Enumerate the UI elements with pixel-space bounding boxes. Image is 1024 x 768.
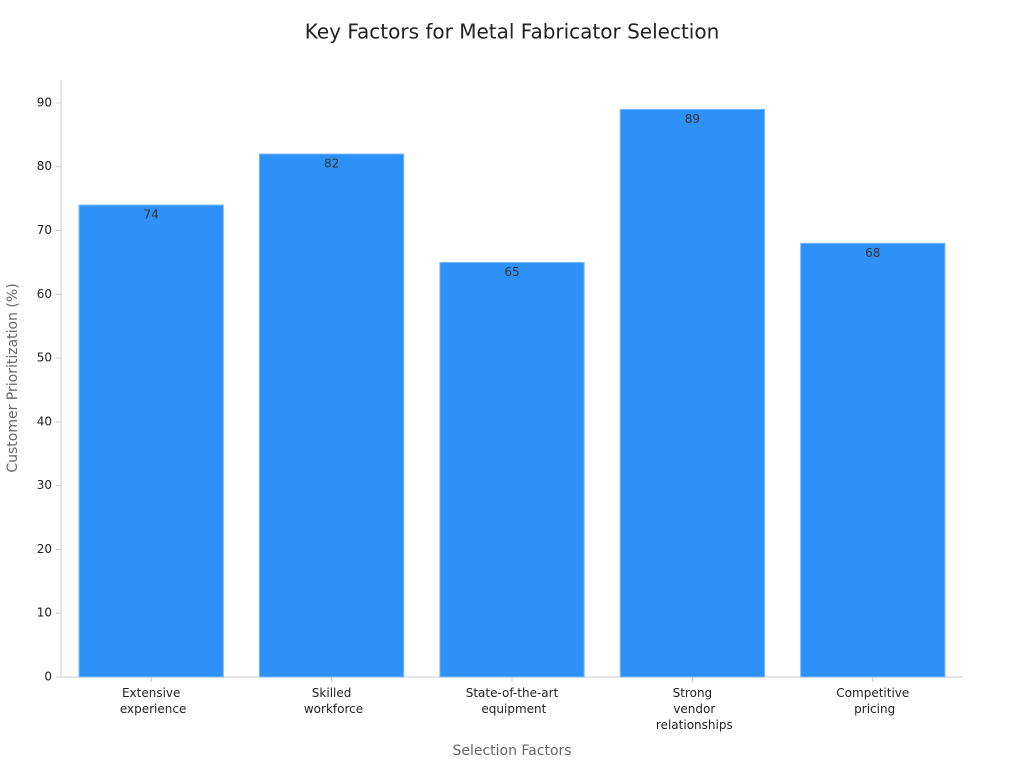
x-axis-label: Selection Factors (452, 743, 571, 759)
value-label: 68 (865, 246, 880, 260)
bar (258, 153, 405, 678)
y-tick-label: 90 (37, 95, 52, 109)
y-tick-label: 80 (37, 159, 52, 173)
y-tick-label: 60 (37, 287, 52, 301)
y-tick-label: 20 (37, 542, 52, 556)
y-axis-label: Customer Prioritization (%) (5, 283, 21, 472)
chart-title: Key Factors for Metal Fabricator Selecti… (305, 20, 720, 44)
y-tick-label: 30 (37, 478, 52, 492)
bar (619, 108, 766, 678)
bar (78, 204, 224, 678)
y-tick-label: 10 (37, 606, 52, 620)
x-tick-label: Strong vendor relationships (652, 686, 733, 732)
value-label: 89 (685, 112, 700, 126)
bar (439, 261, 585, 678)
y-tick-label: 40 (37, 414, 52, 428)
bar (800, 242, 946, 678)
y-tick-label: 0 (44, 670, 52, 684)
y-tick-label: 50 (37, 351, 52, 365)
value-label: 82 (324, 156, 339, 170)
value-label: 65 (504, 265, 519, 279)
x-tick-label: Competitive pricing (836, 686, 909, 716)
x-tick-label: Extensive experience (116, 686, 186, 716)
value-label: 74 (144, 208, 159, 222)
x-tick-label: Skilled workforce (300, 686, 363, 716)
x-tick-label: State-of-the-art equipment (466, 686, 559, 716)
y-tick-label: 70 (37, 223, 52, 237)
